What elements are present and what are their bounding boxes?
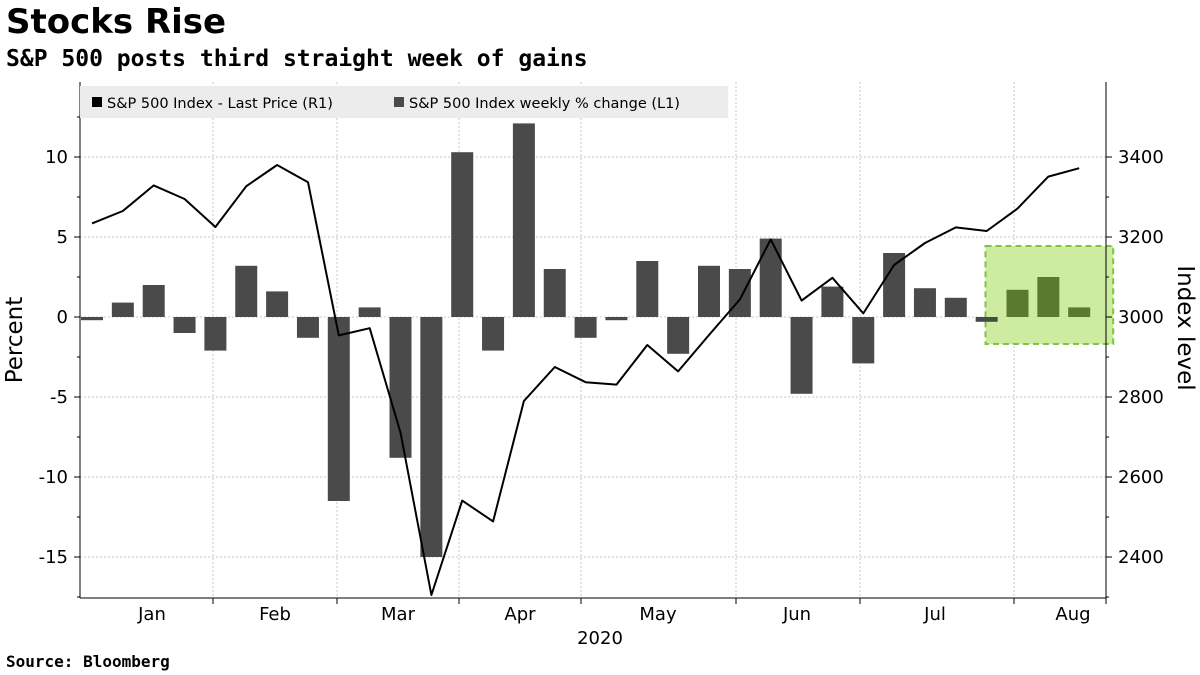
x-axis-year-label: 2020 (577, 628, 623, 649)
bar-weekly-change (821, 286, 844, 317)
y-left-tick-label: 10 (45, 147, 68, 168)
y-left-tick-label: -10 (39, 467, 68, 488)
x-tick-label-month: Jun (782, 604, 811, 625)
bar-weekly-change (482, 317, 505, 351)
bar-weekly-change (235, 265, 258, 317)
bar-weekly-change (142, 285, 165, 317)
bar-weekly-change (420, 317, 443, 557)
y-left-tick-label: 5 (57, 227, 68, 248)
bar-weekly-change (512, 123, 535, 318)
axis-layer: 10 5 0 -5 -10 -15 3400 3200 3000 2800 2600 2400 Jan F… (39, 82, 1164, 625)
stocks-chart: 10 5 0 -5 -10 -15 3400 3200 3000 2800 2600 2400 Jan F… (2, 82, 1198, 649)
x-tick-label-month: Aug (1055, 604, 1090, 625)
y-right-tick-label: 2600 (1118, 467, 1164, 488)
chart-title: Stocks Rise (6, 2, 227, 42)
bar-series (81, 123, 1091, 557)
bar-weekly-change (667, 317, 690, 354)
bar-weekly-change (636, 261, 659, 317)
bar-weekly-change (296, 317, 319, 338)
bar-weekly-change (1037, 277, 1060, 317)
legend-swatch-line (92, 97, 102, 107)
bar-weekly-change (1068, 307, 1091, 317)
bar-weekly-change (204, 317, 227, 351)
chart-subtitle: S&P 500 posts third straight week of gai… (6, 46, 588, 72)
y-right-tick-label: 2800 (1118, 387, 1164, 408)
bar-weekly-change (605, 317, 628, 321)
bar-weekly-change (389, 317, 412, 458)
bar-weekly-change (451, 152, 474, 317)
legend-label-bar: S&P 500 Index weekly % change (L1) (409, 96, 680, 112)
x-tick-label-month: Apr (504, 604, 536, 625)
bar-weekly-change (111, 302, 134, 317)
bar-weekly-change (327, 317, 350, 501)
line-last-price (91, 164, 1080, 596)
y-left-tick-label: -5 (50, 387, 68, 408)
y-right-tick-label: 3400 (1118, 147, 1164, 168)
x-tick-label-month: Jul (923, 604, 946, 625)
bar-weekly-change (698, 265, 720, 317)
bar-weekly-change (944, 297, 967, 317)
bar-weekly-change (81, 317, 103, 321)
bar-weekly-change (574, 317, 597, 338)
x-tick-label-month: May (639, 604, 677, 625)
bar-weekly-change (913, 288, 936, 317)
bar-weekly-change (266, 291, 289, 317)
bar-weekly-change (852, 317, 875, 364)
y-left-tick-label: 0 (57, 307, 68, 328)
x-tick-label-month: Jan (137, 604, 166, 625)
y-right-tick-label: 3200 (1118, 227, 1164, 248)
bar-weekly-change (759, 238, 782, 317)
y-right-tick-label: 3000 (1118, 307, 1164, 328)
y-left-tick-label: -15 (39, 547, 68, 568)
y-right-tick-label: 2400 (1118, 547, 1164, 568)
grid-layer (80, 82, 1106, 598)
bar-weekly-change (1006, 289, 1029, 317)
legend-label-line: S&P 500 Index - Last Price (R1) (107, 96, 333, 112)
bar-weekly-change (975, 317, 998, 322)
bar-weekly-change (173, 317, 196, 333)
y-axis-right-title: Index level (1172, 265, 1198, 390)
y-axis-left-title: Percent (2, 297, 28, 384)
x-tick-label-month: Mar (381, 604, 416, 625)
legend-swatch-bar (394, 97, 404, 107)
bar-weekly-change (883, 253, 906, 317)
x-tick-label-month: Feb (259, 604, 291, 625)
bar-weekly-change (790, 317, 813, 394)
source-note: Source: Bloomberg (6, 652, 170, 671)
bar-weekly-change (358, 307, 381, 317)
legend: S&P 500 Index - Last Price (R1) S&P 500 … (80, 86, 728, 118)
line-series (91, 164, 1080, 596)
bar-weekly-change (543, 269, 566, 317)
